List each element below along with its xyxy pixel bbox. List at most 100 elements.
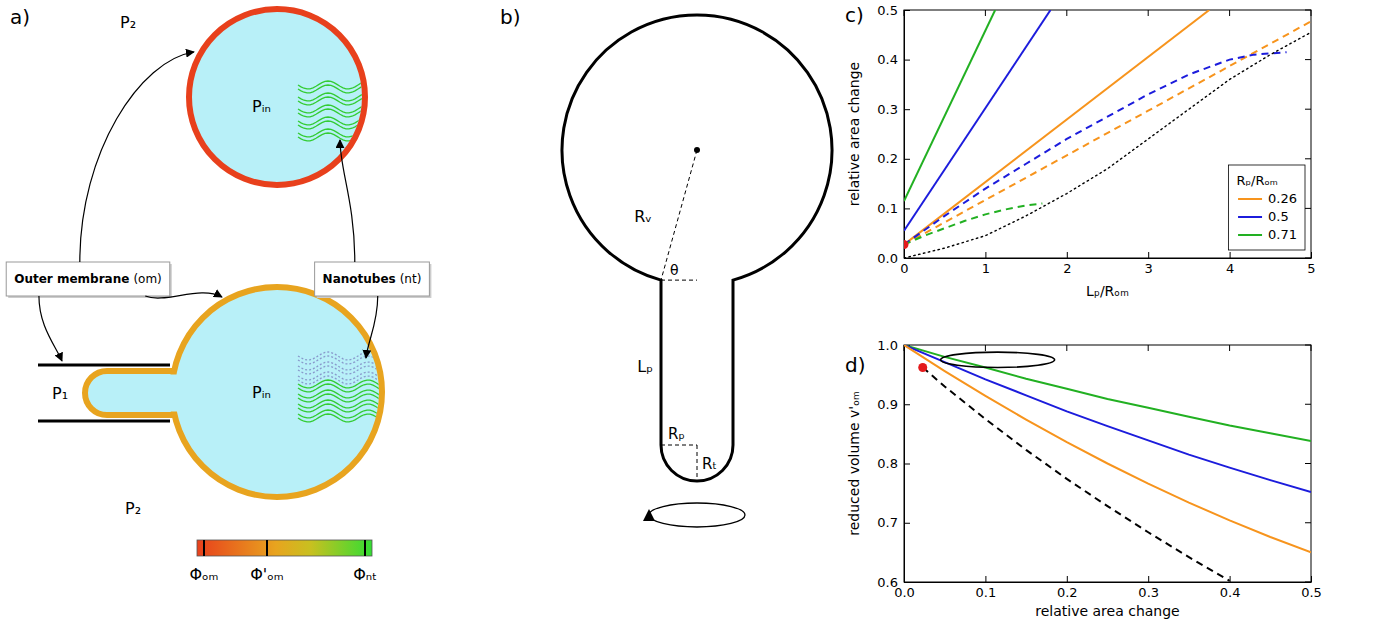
chart-panel: 0.00.10.20.30.40.50.60.70.80.91.0relativ… [846, 338, 1322, 619]
tick-label: 2 [1063, 261, 1071, 276]
tick-mark [1305, 158, 1311, 159]
point [918, 363, 927, 372]
plot-marks [904, 345, 1311, 581]
tick: 0.0 [877, 251, 910, 266]
series-line [904, 32, 1311, 258]
tick-label: 0.6 [877, 575, 898, 590]
tick-label: 0.2 [877, 151, 898, 166]
tick: 0.2 [1057, 576, 1078, 600]
tick-mark [904, 10, 905, 16]
tick-mark [1067, 576, 1068, 582]
legend-label: 0.71 [1268, 227, 1297, 242]
pipette-wall [38, 364, 170, 367]
tick-mark [985, 10, 986, 16]
pressure-label: Pᵢₙ [252, 383, 271, 402]
legend-label: 0.26 [1268, 191, 1297, 206]
dimension-line [661, 280, 697, 281]
tick-label: 0.1 [877, 201, 898, 216]
dimension-label: Lₚ [637, 357, 653, 376]
tick: 0.7 [877, 515, 910, 530]
tick-mark [904, 10, 910, 11]
tick: 0.6 [877, 575, 910, 590]
tick-label: 0 [900, 261, 908, 276]
legend: Rₚ/Rₒₘ0.260.50.71 [1228, 165, 1305, 250]
dimension-label: Rᵥ [634, 207, 652, 226]
colorbar-label: Φₙₜ [353, 565, 377, 584]
dimension-line [661, 150, 697, 280]
tick: 0.2 [877, 151, 910, 166]
tick-mark [1230, 576, 1231, 582]
tick-label: 0.8 [877, 456, 898, 471]
legend-title: Rₚ/Rₒₘ [1236, 173, 1278, 188]
axis-line [905, 582, 1312, 583]
tick: 0.1 [877, 201, 910, 216]
arrow [145, 293, 222, 298]
colorbar [197, 540, 372, 556]
tick: 1 [982, 252, 990, 276]
tick-mark [1305, 109, 1311, 110]
tick-label: 0.4 [1220, 585, 1241, 600]
tick: 2 [1063, 252, 1071, 276]
colorbar-label: Φₒₘ [189, 565, 218, 584]
tick-mark [904, 208, 910, 209]
pressure-label: P₂ [125, 499, 141, 518]
tick-mark [904, 404, 910, 405]
tick-mark [985, 345, 986, 351]
tick-mark [904, 523, 910, 524]
vesicle-outline [562, 15, 832, 481]
tick-mark [1148, 10, 1149, 16]
figure: a)b)c)d)P₂PᵢₙP₁PᵢₙP₂Outer membrane(om)Na… [0, 0, 1373, 625]
label-box: Nanotubes(nt) [315, 262, 432, 298]
colorbar-mark [266, 540, 268, 556]
tick-mark [1311, 345, 1312, 351]
nanotube-wall [298, 414, 385, 422]
tick-label: 5 [1307, 261, 1315, 276]
nanotube-wall [298, 380, 385, 388]
tick-label: 1.0 [877, 338, 898, 353]
tick-mark [1305, 345, 1311, 346]
tick-mark [904, 159, 910, 160]
nanotube-wall [298, 390, 385, 398]
arrow [366, 296, 378, 358]
tick-mark [904, 109, 910, 110]
panel-label: b) [500, 5, 521, 29]
tick-mark [1305, 463, 1311, 464]
axis-title: reduced volume v'ₒₘ [846, 391, 862, 535]
tick-mark [1305, 582, 1311, 583]
colorbar-mark [203, 540, 205, 556]
y-axis: 0.60.70.80.91.0 [877, 338, 910, 590]
pressure-label: P₂ [120, 13, 136, 32]
axis-title: relative area change [1035, 603, 1179, 619]
tick-mark [904, 582, 910, 583]
tick-mark [1229, 10, 1230, 16]
tick-label: 0.1 [976, 585, 997, 600]
panel-b: RᵥθLₚRₚRₜ [562, 15, 832, 527]
tick-mark [1230, 252, 1231, 258]
pipette-wall [38, 420, 170, 423]
nanotube-wall [298, 376, 385, 384]
tick: 0.3 [877, 102, 910, 117]
panel-label: d) [845, 353, 866, 377]
chart-panel: 0123450.00.10.20.30.40.5Lₚ/Rₒₘrelative a… [846, 3, 1316, 299]
x-axis: 0.00.10.20.30.40.5 [894, 576, 1322, 600]
box-abbreviation: (nt) [400, 272, 422, 286]
tick-mark [1067, 252, 1068, 258]
outer-membrane [189, 9, 365, 185]
nanotube-wall [298, 85, 370, 93]
rotation-arrowhead [643, 509, 655, 521]
tick-label: 0.7 [877, 515, 898, 530]
tick: 4 [1226, 252, 1234, 276]
tick-label: 0.4 [877, 52, 898, 67]
tick-mark [904, 60, 910, 61]
tick: 5 [1307, 252, 1315, 276]
tick-label: 1 [982, 261, 990, 276]
tick-mark [1148, 252, 1149, 258]
tick: 0.4 [877, 52, 910, 67]
tick-mark [1305, 59, 1311, 60]
axis-title: relative area change [846, 62, 862, 206]
series-line [904, 10, 995, 201]
tick-mark [985, 576, 986, 582]
panel-label: c) [845, 3, 864, 27]
axis-title: Lₚ/Rₒₘ [1086, 283, 1129, 299]
y-axis: 0.00.10.20.30.40.5 [877, 3, 910, 266]
